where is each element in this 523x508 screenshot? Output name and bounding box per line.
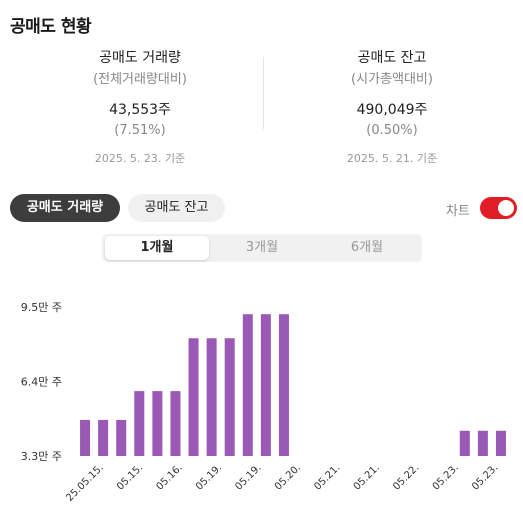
- short-volume-title: 공매도 거래량: [99, 50, 181, 66]
- x-tick-label: 05.19.: [233, 462, 263, 492]
- chart-bar: [170, 391, 181, 456]
- chart-bar: [459, 430, 470, 456]
- y-tick-label: 9.5만 주: [21, 301, 62, 314]
- short-volume-date: 2025. 5. 23. 기준: [94, 152, 186, 165]
- period-6-month[interactable]: 6개월: [350, 240, 384, 255]
- chart-bar: [206, 338, 217, 456]
- x-tick-label: 05.23.: [431, 462, 461, 492]
- chart-toggle[interactable]: [480, 197, 517, 219]
- short-balance-summary: 공매도 잔고 (시가총액대비) 490,049주 (0.50%) 2025. 5…: [272, 48, 512, 167]
- short-balance-date: 2025. 5. 21. 기준: [346, 152, 438, 165]
- x-tick-label: 05.21.: [352, 462, 382, 492]
- period-1-month[interactable]: 1개월: [105, 236, 209, 260]
- short-balance-value: 490,049주: [356, 102, 428, 118]
- short-balance-percent: (0.50%): [366, 123, 418, 138]
- period-selector: 1개월 3개월 6개월: [102, 234, 422, 262]
- chart-bar: [260, 314, 271, 456]
- short-balance-subtitle: (시가총액대비): [351, 72, 433, 87]
- chart-bar: [477, 430, 488, 456]
- short-volume-summary: 공매도 거래량 (전체거래량대비) 43,553주 (7.51%) 2025. …: [20, 48, 260, 167]
- y-tick-label: 3.3만 주: [21, 450, 62, 463]
- toggle-knob: [498, 200, 514, 216]
- x-tick-label: 05.20.: [273, 462, 303, 492]
- chart-bar: [242, 314, 253, 456]
- page-title: 공매도 현황: [10, 17, 92, 37]
- x-tick-label: 05.16.: [154, 462, 184, 492]
- short-volume-value: 43,553주: [109, 102, 171, 118]
- short-volume-percent: (7.51%): [114, 123, 166, 138]
- short-balance-title: 공매도 잔고: [357, 50, 427, 66]
- tab-short-volume[interactable]: 공매도 거래량: [10, 194, 120, 222]
- x-tick-label: 05.22.: [391, 462, 421, 492]
- x-tick-label: 05.21.: [312, 462, 342, 492]
- short-volume-chart: 9.5만 주 6.4만 주 3.3만 주25.05.15. 05.15. 05.16. 0…: [21, 301, 506, 504]
- period-3-month[interactable]: 3개월: [245, 240, 279, 255]
- chart-bar: [152, 391, 163, 456]
- x-tick-label: 05.23.: [470, 462, 500, 492]
- chart-bar: [98, 419, 109, 456]
- chart-bar: [278, 314, 289, 456]
- short-volume-subtitle: (전체거래량대비): [93, 72, 187, 87]
- y-tick-label: 6.4만 주: [21, 376, 62, 389]
- x-tick-label: 05.19.: [194, 462, 224, 492]
- x-tick-label: 25.05.15.: [64, 462, 106, 504]
- chart-bar: [134, 391, 145, 456]
- summary-divider: [263, 57, 264, 129]
- chart-bar: [188, 338, 199, 456]
- chart-toggle-label: 차트: [446, 204, 470, 219]
- chart-bar: [80, 419, 91, 456]
- chart-bar: [495, 430, 506, 456]
- x-tick-label: 05.15.: [115, 462, 145, 492]
- tab-short-balance[interactable]: 공매도 잔고: [128, 194, 225, 222]
- chart-bar: [116, 419, 127, 456]
- chart-bar: [224, 338, 235, 456]
